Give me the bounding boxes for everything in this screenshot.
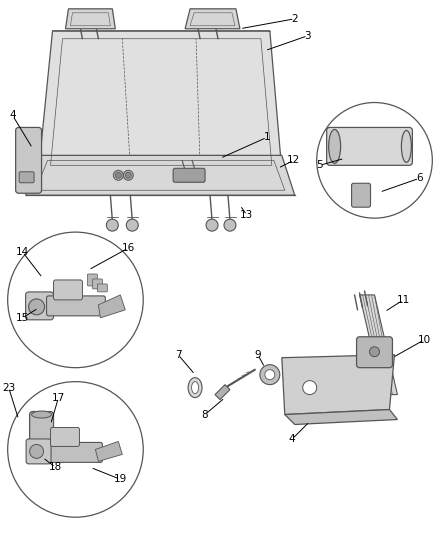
FancyBboxPatch shape bbox=[30, 411, 53, 441]
Circle shape bbox=[224, 219, 236, 231]
Text: 14: 14 bbox=[16, 247, 29, 257]
Text: 18: 18 bbox=[49, 462, 62, 472]
FancyBboxPatch shape bbox=[88, 274, 97, 286]
Text: 4: 4 bbox=[9, 110, 16, 120]
FancyBboxPatch shape bbox=[16, 127, 42, 193]
Text: 1: 1 bbox=[264, 132, 270, 142]
Polygon shape bbox=[25, 155, 295, 195]
Text: 5: 5 bbox=[316, 160, 323, 171]
Circle shape bbox=[265, 370, 275, 379]
Circle shape bbox=[206, 219, 218, 231]
Polygon shape bbox=[66, 9, 115, 29]
Circle shape bbox=[125, 172, 131, 178]
Circle shape bbox=[113, 171, 124, 180]
FancyBboxPatch shape bbox=[92, 279, 102, 289]
FancyBboxPatch shape bbox=[173, 168, 205, 182]
Text: 10: 10 bbox=[418, 335, 431, 345]
FancyBboxPatch shape bbox=[43, 442, 102, 462]
Text: 15: 15 bbox=[16, 313, 29, 323]
Circle shape bbox=[8, 232, 143, 368]
FancyBboxPatch shape bbox=[53, 280, 82, 300]
Text: 4: 4 bbox=[289, 434, 295, 445]
Text: 2: 2 bbox=[291, 14, 298, 24]
Polygon shape bbox=[95, 441, 122, 462]
Circle shape bbox=[8, 382, 143, 517]
Text: 9: 9 bbox=[254, 350, 261, 360]
Text: 13: 13 bbox=[240, 210, 254, 220]
Text: 6: 6 bbox=[416, 173, 423, 183]
Circle shape bbox=[126, 219, 138, 231]
Text: 3: 3 bbox=[304, 31, 311, 41]
FancyBboxPatch shape bbox=[97, 284, 107, 292]
Ellipse shape bbox=[401, 131, 411, 163]
Text: 19: 19 bbox=[114, 474, 127, 484]
Polygon shape bbox=[185, 9, 240, 29]
FancyBboxPatch shape bbox=[25, 292, 53, 320]
Circle shape bbox=[115, 172, 121, 178]
FancyBboxPatch shape bbox=[26, 439, 51, 464]
Polygon shape bbox=[285, 409, 397, 424]
Circle shape bbox=[30, 445, 43, 458]
Circle shape bbox=[303, 381, 317, 394]
FancyBboxPatch shape bbox=[327, 127, 413, 165]
Text: 17: 17 bbox=[52, 393, 65, 402]
Text: 23: 23 bbox=[2, 383, 15, 393]
Text: 16: 16 bbox=[122, 243, 135, 253]
Circle shape bbox=[106, 219, 118, 231]
Text: 8: 8 bbox=[202, 409, 208, 419]
Ellipse shape bbox=[32, 411, 52, 418]
Text: 11: 11 bbox=[397, 295, 410, 305]
FancyBboxPatch shape bbox=[357, 337, 392, 368]
Polygon shape bbox=[215, 385, 230, 400]
Text: 12: 12 bbox=[287, 155, 300, 165]
FancyBboxPatch shape bbox=[50, 427, 79, 447]
Circle shape bbox=[370, 347, 379, 357]
Polygon shape bbox=[360, 295, 397, 394]
Circle shape bbox=[317, 102, 432, 218]
FancyBboxPatch shape bbox=[19, 172, 34, 183]
Polygon shape bbox=[282, 355, 395, 415]
Ellipse shape bbox=[328, 130, 341, 163]
Text: 7: 7 bbox=[175, 350, 181, 360]
Circle shape bbox=[260, 365, 280, 385]
Circle shape bbox=[124, 171, 133, 180]
Polygon shape bbox=[39, 31, 282, 171]
Ellipse shape bbox=[188, 378, 202, 398]
FancyBboxPatch shape bbox=[46, 296, 106, 316]
Circle shape bbox=[28, 299, 45, 315]
Ellipse shape bbox=[191, 382, 198, 393]
Polygon shape bbox=[99, 295, 125, 318]
FancyBboxPatch shape bbox=[352, 183, 371, 207]
